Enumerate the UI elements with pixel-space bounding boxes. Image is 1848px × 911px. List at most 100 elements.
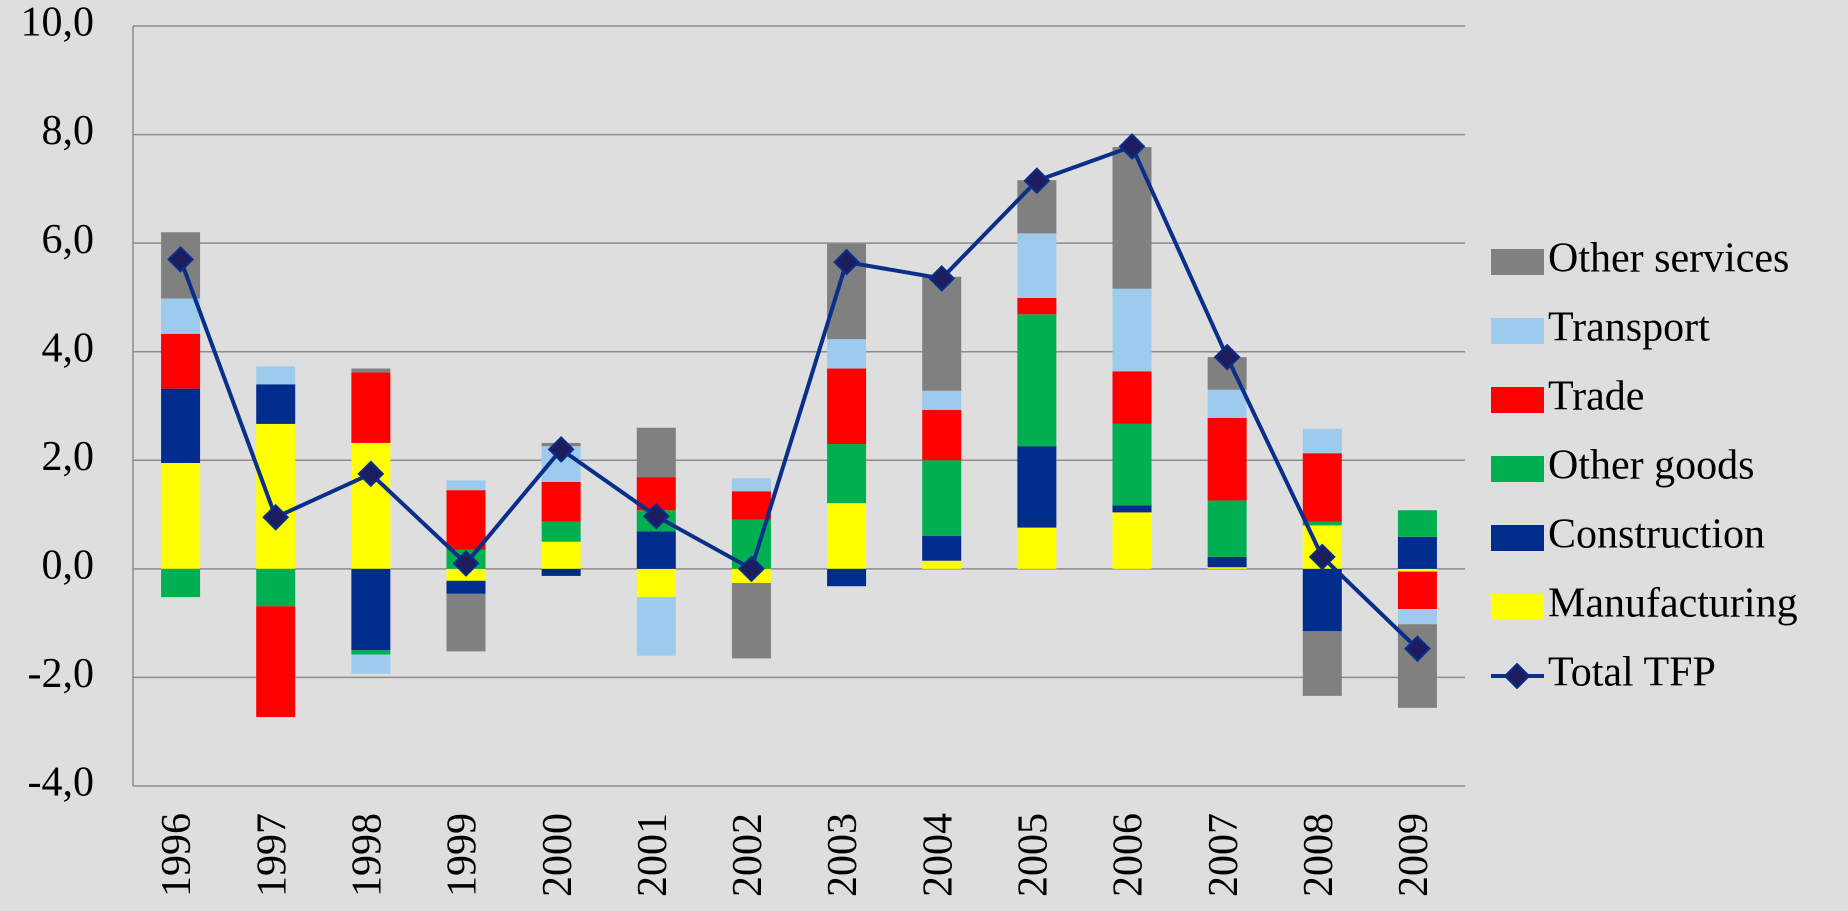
x-tick-label: 2002 — [725, 813, 771, 897]
marker — [1213, 343, 1241, 371]
bar-segment — [827, 503, 867, 569]
marker — [1118, 133, 1146, 160]
bar-segment — [1302, 453, 1342, 522]
marker — [547, 436, 575, 463]
bar-segment — [827, 368, 867, 444]
bar-segment — [446, 580, 486, 594]
bar-segment — [1112, 505, 1152, 513]
x-tick-label: 2009 — [1391, 813, 1437, 897]
bar-segment — [731, 478, 771, 492]
bar-segment — [827, 444, 867, 504]
bar-segment — [636, 531, 676, 569]
bar-segment — [636, 597, 676, 656]
x-tick-label: 2003 — [820, 813, 866, 897]
legend-label: Construction — [1548, 512, 1765, 558]
bar-segment — [1397, 568, 1437, 572]
bar-segment — [256, 568, 296, 607]
bar-segment — [256, 606, 296, 718]
bar-segment — [1112, 288, 1152, 372]
bar-segment — [161, 568, 201, 598]
bar-segment — [1017, 314, 1057, 447]
marker — [357, 460, 385, 488]
line — [178, 144, 1419, 651]
y-tick-label: 0,0 — [42, 542, 95, 588]
legend-swatch — [1491, 387, 1544, 413]
bar-segment — [256, 384, 296, 424]
marker — [642, 502, 670, 530]
bar-segment — [1397, 609, 1437, 625]
bar-segment — [731, 582, 771, 659]
legend-label: Other goods — [1548, 443, 1754, 489]
bar-segment — [1207, 556, 1247, 568]
legend-label: Other services — [1548, 236, 1789, 282]
bar-segment — [161, 388, 201, 463]
marker — [738, 555, 765, 583]
bar-segment — [351, 372, 391, 443]
bar-segment — [161, 463, 201, 569]
x-tick-label: 1998 — [344, 813, 390, 897]
marker — [1023, 167, 1051, 195]
bar-segment — [922, 460, 962, 536]
legend-label: Total TFP — [1548, 650, 1716, 696]
bar-segment — [446, 593, 486, 652]
y-tick-label: 8,0 — [42, 108, 95, 154]
bar-segment — [636, 568, 676, 598]
legend-swatch — [1491, 249, 1544, 275]
x-tick-label: 1996 — [154, 813, 200, 897]
y-tick-label: 4,0 — [42, 325, 95, 371]
bar-segment — [1302, 428, 1342, 454]
marker — [262, 503, 290, 531]
bar-segment — [446, 480, 486, 491]
bar-segment — [1302, 568, 1342, 632]
legend-swatch — [1491, 456, 1544, 482]
bar-segment — [1397, 571, 1437, 610]
marker — [833, 248, 860, 276]
bar-segment — [351, 654, 391, 674]
bar-segment — [161, 333, 201, 389]
bar-segment — [541, 541, 581, 569]
x-tick-label: 2005 — [1010, 813, 1056, 897]
legend-swatch — [1491, 318, 1544, 344]
bar-segment — [1207, 500, 1247, 557]
bar-segment — [922, 276, 962, 391]
legend-label: Trade — [1548, 374, 1644, 420]
marker — [928, 265, 956, 292]
legend-label: Manufacturing — [1548, 581, 1798, 627]
marker — [167, 246, 194, 273]
x-tick-label: 1997 — [249, 813, 295, 897]
bar-segment — [1112, 371, 1152, 424]
bar-segment — [541, 482, 581, 522]
y-tick-label: 10,0 — [21, 0, 95, 46]
bar-segment — [351, 568, 391, 651]
legend-label: Transport — [1548, 305, 1710, 351]
legend-marker — [1503, 662, 1531, 690]
bar-segment — [636, 427, 676, 478]
bar-segment — [351, 368, 391, 373]
x-tick-label: 2000 — [535, 813, 581, 897]
bar-segment — [256, 423, 296, 569]
bar-segment — [1207, 389, 1247, 418]
y-tick-label: -2,0 — [28, 651, 95, 697]
x-tick-label: 2006 — [1106, 813, 1152, 897]
bar-segment — [541, 568, 581, 576]
bar-segment — [1207, 567, 1247, 569]
bar-segment — [922, 409, 962, 461]
bar-segment — [1112, 512, 1152, 569]
bar-segment — [541, 521, 581, 542]
marker — [1404, 635, 1431, 663]
x-tick-label: 2004 — [915, 813, 961, 897]
bar-segment — [1397, 536, 1437, 569]
bar-segment — [922, 390, 962, 410]
x-tick-label: 1999 — [440, 813, 486, 897]
bar-segment — [1017, 233, 1057, 298]
bar-segment — [827, 339, 867, 369]
bar-segment — [731, 491, 771, 520]
marker — [452, 550, 480, 577]
bar-segment — [351, 650, 391, 655]
x-tick-label: 2001 — [630, 813, 676, 897]
bar-segment — [922, 535, 962, 561]
bar-segment — [1302, 631, 1342, 696]
y-tick-label: 6,0 — [42, 217, 95, 263]
marker — [1308, 543, 1336, 571]
legend-swatch — [1491, 525, 1544, 551]
